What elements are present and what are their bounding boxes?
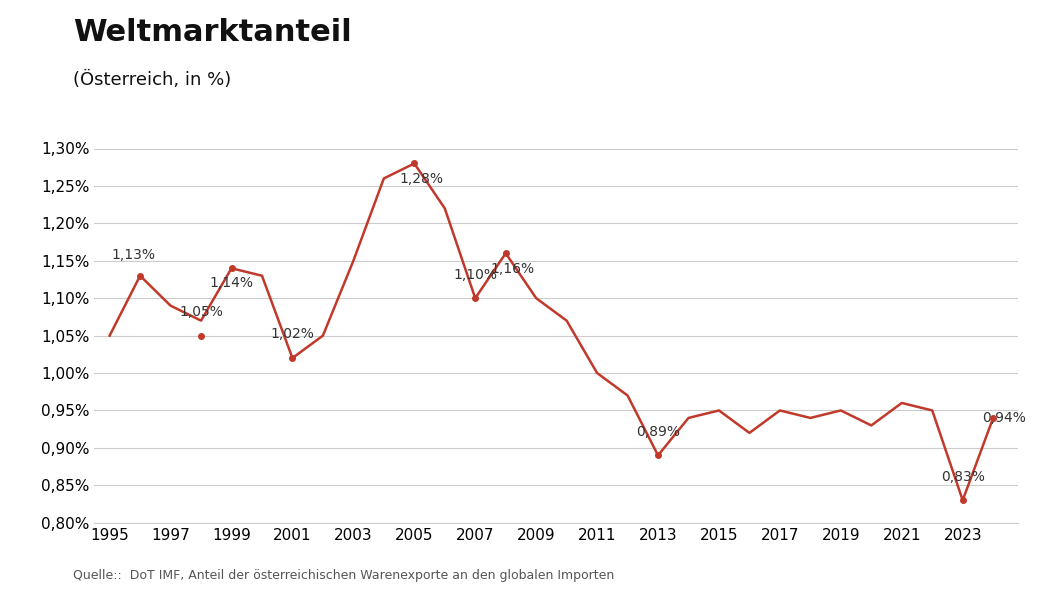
Text: Quelle::  DoT IMF, Anteil der österreichischen Warenexporte an den globalen Impo: Quelle:: DoT IMF, Anteil der österreichi… bbox=[73, 569, 615, 582]
Text: Weltmarktanteil: Weltmarktanteil bbox=[73, 18, 352, 47]
Text: 1,02%: 1,02% bbox=[271, 327, 315, 342]
Text: 0,89%: 0,89% bbox=[636, 425, 680, 439]
Text: 1,10%: 1,10% bbox=[453, 267, 497, 282]
Text: 1,14%: 1,14% bbox=[210, 276, 254, 290]
Text: (Österreich, in %): (Österreich, in %) bbox=[73, 71, 232, 89]
Text: 1,05%: 1,05% bbox=[179, 305, 223, 319]
Text: 1,16%: 1,16% bbox=[491, 261, 535, 276]
Text: 1,28%: 1,28% bbox=[400, 172, 444, 186]
Text: 1,13%: 1,13% bbox=[111, 248, 155, 262]
Text: 0,94%: 0,94% bbox=[982, 411, 1026, 425]
Text: 0,83%: 0,83% bbox=[941, 470, 985, 484]
